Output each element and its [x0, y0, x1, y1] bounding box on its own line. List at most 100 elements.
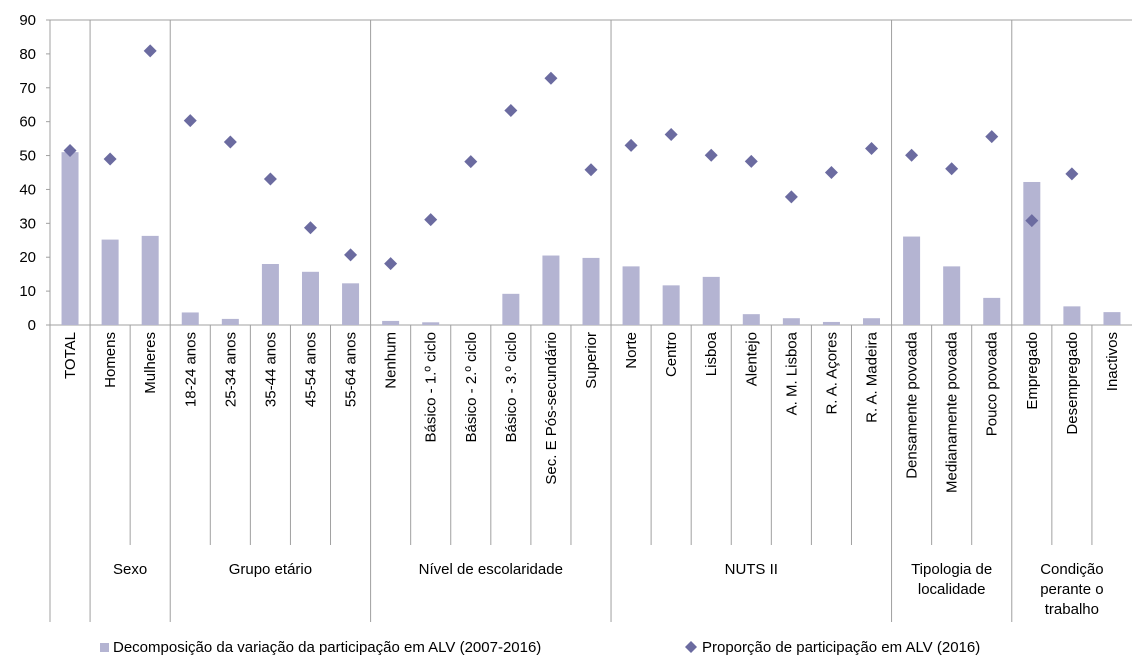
diamond-marker [1065, 167, 1079, 181]
markers-layer [63, 44, 1079, 271]
bars-layer [61, 152, 1121, 325]
bar [101, 239, 119, 325]
bar [181, 312, 199, 325]
diamond-marker [63, 143, 77, 157]
group-label: Tipologia de [911, 561, 992, 578]
diamond-marker [464, 155, 478, 169]
diamond-marker [1025, 214, 1039, 228]
y-tick-label: 50 [19, 148, 36, 165]
category-label: Básico - 3.º ciclo [503, 332, 520, 443]
group-label: Nível de escolaridade [419, 561, 563, 578]
category-label: Nenhum [383, 332, 400, 389]
legend-bar-label: Decomposição da variação da participação… [113, 639, 541, 656]
group-label: Sexo [113, 561, 147, 578]
category-label: Lisboa [703, 331, 720, 376]
bar [863, 318, 881, 325]
y-tick-label: 70 [19, 80, 36, 97]
category-label: Desempregado [1064, 332, 1081, 435]
y-tick-label: 20 [19, 249, 36, 266]
diamond-marker [183, 114, 197, 128]
y-tick-label: 40 [19, 181, 36, 198]
bar [342, 283, 360, 325]
bar [582, 257, 600, 325]
category-label: Sec. E Pós-secundário [543, 332, 560, 485]
y-tick-label: 90 [19, 12, 36, 29]
category-label: 18-24 anos [182, 332, 199, 407]
diamond-marker [744, 154, 758, 168]
category-label: Homens [102, 332, 119, 388]
bar [422, 322, 440, 325]
diamond-marker [424, 213, 438, 227]
diamond-marker [263, 172, 277, 186]
diamond-marker [824, 166, 838, 179]
category-label: R. A. Madeira [864, 331, 881, 423]
category-label: Densamente povoada [904, 331, 921, 478]
axis-layer: 0 10 20 30 40 50 60 70 80 90 [19, 12, 1132, 622]
category-label: 45-54 anos [302, 332, 319, 407]
diamond-marker [344, 248, 358, 262]
y-tick-label: 0 [28, 317, 36, 334]
group-label: perante o [1040, 581, 1103, 598]
diamond-marker [704, 148, 718, 162]
category-label: R. A. Açores [823, 332, 840, 415]
bar [382, 320, 400, 325]
bar [662, 285, 680, 325]
diamond-marker [504, 103, 518, 117]
group-label: localidade [918, 581, 986, 598]
group-label: Condição [1040, 561, 1103, 578]
bar [702, 276, 720, 325]
bar [221, 318, 239, 325]
diamond-marker [584, 163, 598, 177]
category-label: Empregado [1024, 332, 1041, 410]
category-label: Pouco povoada [984, 331, 1001, 436]
bar [261, 264, 279, 325]
category-label: 25-34 anos [222, 332, 239, 407]
category-label: Superior [583, 332, 600, 389]
bar [502, 293, 520, 325]
category-label: Centro [663, 332, 680, 377]
diamond-marker [303, 221, 317, 235]
diamond-marker [784, 190, 798, 204]
category-label: TOTAL [62, 332, 79, 379]
bar [983, 297, 1001, 325]
group-label: NUTS II [725, 561, 778, 578]
category-label: Básico - 2.º ciclo [463, 332, 480, 443]
category-label: Norte [623, 332, 640, 369]
legend: Decomposição da variação da participação… [100, 639, 980, 656]
diamond-marker [624, 138, 638, 152]
bar [1023, 181, 1041, 325]
bar [1063, 306, 1081, 325]
legend-diamond-label: Proporção de participação em ALV (2016) [702, 639, 980, 656]
bar [622, 266, 640, 325]
bar [782, 318, 800, 325]
category-label: 35-44 anos [262, 332, 279, 407]
y-tick-label: 30 [19, 215, 36, 232]
y-tick-label: 80 [19, 46, 36, 63]
category-label: Básico - 1.º ciclo [423, 332, 440, 443]
y-tick-label: 60 [19, 114, 36, 131]
category-label: Alentejo [743, 332, 760, 386]
category-label: Mulheres [142, 332, 159, 394]
group-label: Grupo etário [229, 561, 312, 578]
y-tick-label: 10 [19, 283, 36, 300]
diamond-marker [223, 135, 237, 149]
group-label: trabalho [1045, 601, 1099, 618]
labels-layer: TOTAL Homens Mulheres 18-24 anos 25-34 anos 3… [62, 331, 1121, 618]
bar [943, 266, 961, 325]
category-label: 55-64 anos [343, 332, 360, 407]
bar [542, 255, 560, 325]
bar [61, 152, 79, 325]
diamond-marker [985, 130, 999, 144]
category-label: Inactivos [1104, 332, 1121, 391]
diamond-marker [544, 71, 558, 85]
legend-diamond-swatch [685, 641, 697, 653]
bar [742, 314, 760, 325]
diamond-marker [664, 128, 678, 142]
category-label: A. M. Lisboa [783, 331, 800, 415]
diamond-marker [905, 148, 919, 162]
bar [903, 236, 921, 325]
legend-bar-swatch [100, 643, 109, 652]
bar [141, 235, 159, 325]
diamond-marker [384, 257, 398, 271]
